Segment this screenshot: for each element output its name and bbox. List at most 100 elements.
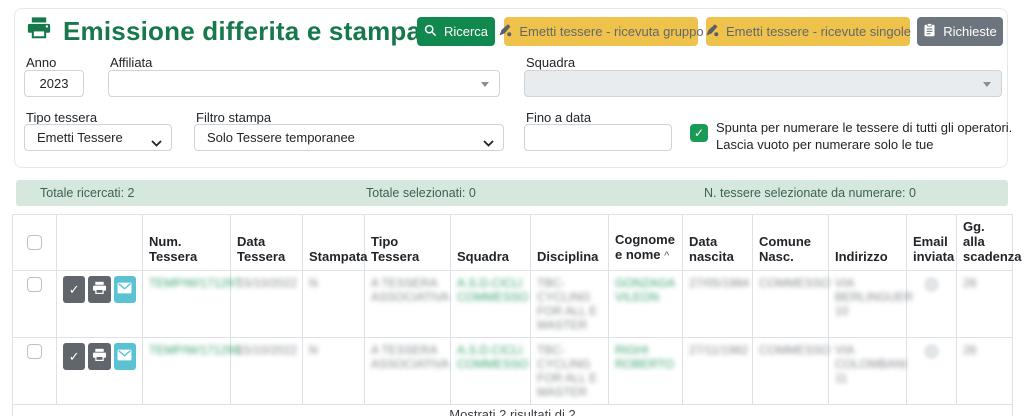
col-stampata[interactable]: Stampata bbox=[302, 214, 368, 271]
summary-bar: Totale ricercati: 2 Totale selezionati: … bbox=[16, 180, 1008, 206]
anno-input[interactable] bbox=[24, 70, 84, 97]
col-disciplina[interactable]: Disciplina bbox=[530, 214, 609, 271]
gg-scadenza-value: 28 bbox=[963, 343, 977, 357]
squadra-value: A.S.D.CICLI COMMESSO bbox=[457, 343, 529, 371]
fino-a-data-label: Fino a data bbox=[526, 110, 592, 125]
emetti-singole-label: Emetti tessere - ricevute singole bbox=[726, 24, 911, 39]
results-count: Mostrati 2 risultati di 2 bbox=[12, 404, 1013, 416]
col-data-tessera[interactable]: Data Tessera bbox=[230, 214, 303, 271]
emetti-ricevuta-gruppo-button[interactable]: Emetti tessere - ricevuta gruppo bbox=[499, 17, 704, 46]
chevron-down-icon bbox=[983, 82, 991, 87]
squadra-value: A.S.D.CICLI COMMESSO bbox=[457, 276, 529, 304]
sort-asc-icon: ^ bbox=[664, 250, 670, 262]
col-indirizzo[interactable]: Indirizzo bbox=[828, 214, 907, 271]
table-row: ✓ TEMP/W/171297 15/10/2022 N A TESSERA A… bbox=[12, 270, 1013, 338]
totale-ricercati: Totale ricercati: 2 bbox=[40, 186, 135, 200]
anno-label: Anno bbox=[26, 55, 57, 70]
printer-icon bbox=[26, 16, 52, 47]
data-nascita-value: 27/11/1982 bbox=[689, 343, 749, 357]
comune-nasc-value: COMMESSO bbox=[759, 276, 831, 290]
disciplina-value: TBC- CYCLING FOR ALL E MASTER bbox=[537, 343, 598, 399]
results-table: Num. Tessera Data Tessera Stampata Tipo … bbox=[12, 214, 1022, 416]
tipo-tessera-value: A TESSERA ASSOCIATIVA bbox=[371, 343, 450, 371]
numera-tutti-line1: Spunta per numerare le tessere di tutti … bbox=[716, 120, 1013, 135]
row-checkbox[interactable] bbox=[27, 277, 42, 292]
row-actions: ✓ bbox=[63, 276, 136, 303]
numera-tutti-line2: Lascia vuoto per numerare solo le tue bbox=[716, 137, 934, 152]
select-row-button[interactable]: ✓ bbox=[63, 276, 86, 303]
chevron-down-icon bbox=[151, 135, 162, 150]
ricerca-label: Ricerca bbox=[443, 24, 489, 39]
affiliata-select[interactable] bbox=[108, 70, 500, 97]
table-row: ✓ TEMP/W/171298 15/10/2022 N A TESSERA A… bbox=[12, 337, 1013, 405]
num-tessera-value: TEMP/W/171297 bbox=[149, 276, 241, 290]
check-icon: ✓ bbox=[693, 126, 705, 140]
tipo-tessera-value: Emetti Tessere bbox=[37, 130, 123, 145]
clipboard-icon bbox=[923, 23, 936, 40]
squadra-label: Squadra bbox=[526, 55, 576, 70]
affiliata-label: Affiliata bbox=[110, 55, 153, 70]
envelope-icon bbox=[117, 282, 132, 297]
row-actions: ✓ bbox=[63, 343, 136, 370]
check-icon: ✓ bbox=[68, 281, 80, 297]
comune-nasc-value: COMMESSO bbox=[759, 343, 831, 357]
totale-selezionati: Totale selezionati: 0 bbox=[366, 186, 476, 200]
emetti-ricevute-singole-button[interactable]: Emetti tessere - ricevute singole bbox=[705, 17, 911, 46]
pen-gear-icon bbox=[705, 23, 719, 40]
stampata-value: N bbox=[309, 276, 318, 290]
tipo-tessera-value: A TESSERA ASSOCIATIVA bbox=[371, 276, 450, 304]
tipo-tessera-label: Tipo tessera bbox=[26, 110, 98, 125]
print-button[interactable] bbox=[88, 276, 111, 303]
richieste-label: Richieste bbox=[943, 24, 997, 39]
col-data-nascita[interactable]: Data nascita bbox=[682, 214, 753, 271]
select-all-header bbox=[12, 214, 57, 271]
chevron-down-icon bbox=[481, 82, 489, 87]
fino-a-data-input[interactable] bbox=[524, 124, 672, 151]
indirizzo-value: VIA COLOMBANI 11 bbox=[835, 343, 908, 385]
filtro-stampa-value: Solo Tessere temporanee bbox=[207, 130, 355, 145]
col-gg-scadenza[interactable]: Gg. alla scadenza bbox=[956, 214, 1022, 271]
richieste-button[interactable]: Richieste bbox=[917, 17, 1003, 46]
filtro-stampa-label: Filtro stampa bbox=[196, 110, 272, 125]
ricerca-button[interactable]: Ricerca bbox=[417, 17, 495, 46]
page-title: Emissione differita e stampa bbox=[26, 16, 421, 47]
col-num-tessera[interactable]: Num. Tessera bbox=[142, 214, 231, 271]
squadra-select bbox=[524, 70, 1002, 97]
pen-gear-icon bbox=[498, 23, 512, 40]
data-tessera-value: 15/10/2022 bbox=[237, 276, 298, 290]
numera-tutti-text: Spunta per numerare le tessere di tutti … bbox=[716, 119, 1012, 153]
select-all-checkbox[interactable] bbox=[27, 234, 42, 250]
email-status-icon bbox=[924, 277, 939, 292]
print-button[interactable] bbox=[88, 343, 111, 370]
col-comune-nasc[interactable]: Comune Nasc. bbox=[752, 214, 829, 271]
printer-icon bbox=[92, 281, 107, 298]
search-icon bbox=[424, 24, 437, 40]
emetti-gruppo-label: Emetti tessere - ricevuta gruppo bbox=[519, 24, 704, 39]
chevron-down-icon bbox=[483, 135, 494, 150]
cognome-nome-value: GONZAGA VILEON bbox=[615, 276, 675, 304]
col-email-inviata[interactable]: Email inviata bbox=[906, 214, 957, 271]
col-squadra[interactable]: Squadra bbox=[450, 214, 531, 271]
gg-scadenza-value: 28 bbox=[963, 276, 977, 290]
num-tessera-value: TEMP/W/171298 bbox=[149, 343, 241, 357]
select-row-button[interactable]: ✓ bbox=[63, 343, 86, 370]
tipo-tessera-select[interactable]: Emetti Tessere bbox=[24, 124, 172, 151]
filtro-stampa-select[interactable]: Solo Tessere temporanee bbox=[194, 124, 504, 151]
email-button[interactable] bbox=[113, 276, 136, 303]
printer-icon bbox=[92, 348, 107, 365]
data-nascita-value: 27/05/1984 bbox=[689, 276, 750, 290]
data-tessera-value: 15/10/2022 bbox=[237, 343, 298, 357]
cognome-nome-value: RIGHI ROBERTO bbox=[615, 343, 674, 371]
page-title-text: Emissione differita e stampa bbox=[63, 16, 422, 46]
actions-header bbox=[56, 214, 143, 271]
col-tipo-tessera[interactable]: Tipo Tessera bbox=[364, 214, 451, 271]
table-header-row: Num. Tessera Data Tessera Stampata Tipo … bbox=[12, 214, 1022, 271]
stampata-value: N bbox=[309, 343, 318, 357]
numera-tutti-checkbox[interactable]: ✓ bbox=[690, 124, 708, 142]
row-checkbox[interactable] bbox=[27, 344, 42, 359]
email-status-icon bbox=[924, 344, 939, 359]
col-cognome-nome[interactable]: Cognome e nome ^ bbox=[608, 214, 683, 271]
tessere-da-numerare: N. tessere selezionate da numerare: 0 bbox=[704, 186, 916, 200]
email-button[interactable] bbox=[113, 343, 136, 370]
